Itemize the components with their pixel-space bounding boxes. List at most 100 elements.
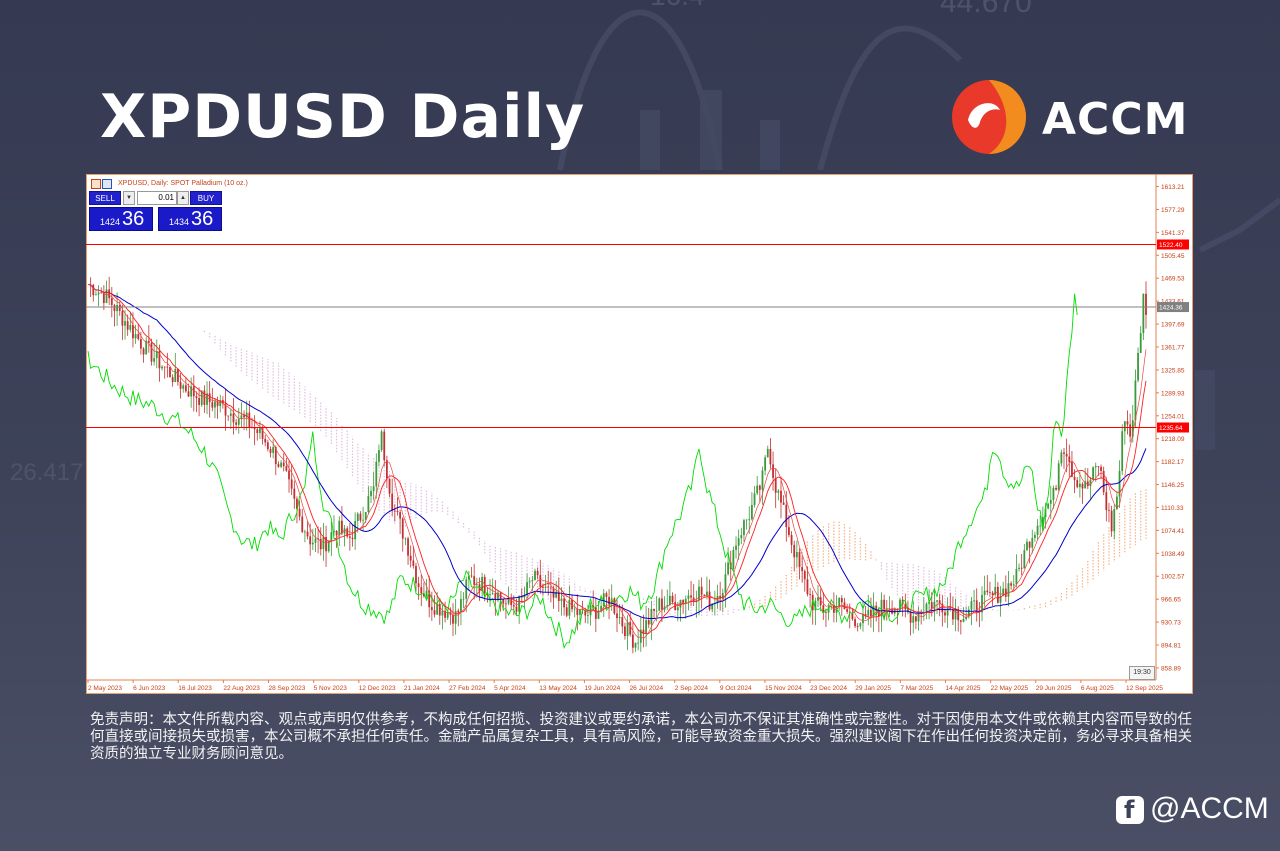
candle-body	[954, 608, 957, 620]
candle-body	[602, 593, 605, 606]
candle-body	[536, 570, 539, 576]
candle-body	[684, 598, 687, 604]
buy-price-box[interactable]: 1434 36	[158, 207, 222, 231]
candle-body	[877, 611, 880, 617]
price-level-tag	[1157, 239, 1189, 250]
x-tick-label: 13 May 2024	[539, 685, 577, 692]
candle-body	[549, 587, 552, 589]
lot-size-input[interactable]: 0.01	[137, 191, 177, 205]
y-tick-label: 930.73	[1161, 620, 1181, 627]
candle-body	[142, 348, 145, 355]
candle-body	[624, 626, 626, 637]
candle-body	[277, 464, 280, 467]
candle-body	[1063, 452, 1065, 454]
candle-body	[481, 576, 484, 591]
candle-body	[666, 605, 669, 607]
candle-body	[1139, 333, 1142, 353]
candle-body	[348, 536, 351, 538]
candle-body	[735, 545, 737, 550]
candle-body	[1076, 480, 1079, 488]
candle-body	[700, 586, 703, 595]
lot-increase-icon[interactable]: ▲	[177, 191, 189, 205]
candle-body	[811, 594, 814, 611]
candle-body	[999, 595, 1002, 603]
candle-body	[983, 590, 986, 595]
candle-body	[864, 614, 867, 616]
candle-body	[346, 528, 349, 537]
y-tick-label: 1038.49	[1161, 551, 1185, 558]
candle-body	[158, 350, 161, 369]
candle-body	[594, 607, 597, 619]
candle-body	[568, 599, 571, 616]
svg-text:16.4: 16.4	[650, 0, 705, 11]
x-tick-label: 12 Sep 2025	[1126, 685, 1163, 692]
candle-body	[1031, 537, 1034, 548]
candle-body	[203, 390, 206, 405]
lot-decrease-icon[interactable]: ▼	[123, 191, 135, 205]
candle-body	[145, 340, 148, 355]
candle-body	[708, 591, 711, 610]
candle-body	[539, 575, 542, 587]
candle-body	[809, 594, 811, 595]
sell-button[interactable]: SELL	[89, 191, 121, 205]
candle-body	[409, 555, 412, 561]
candle-body	[798, 552, 801, 568]
candle-body	[510, 598, 513, 606]
y-tick-label: 1361.77	[1161, 344, 1185, 351]
candle-body	[565, 607, 568, 616]
candle-body	[970, 601, 973, 610]
candle-body	[475, 584, 478, 586]
candle-body	[687, 595, 690, 599]
candle-body	[1078, 483, 1081, 488]
candle-body	[803, 571, 806, 580]
candle-body	[282, 462, 285, 467]
candle-body	[113, 305, 116, 312]
candle-body	[449, 612, 452, 615]
candle-body	[140, 339, 142, 349]
candle-body	[161, 366, 163, 369]
candle-body	[129, 324, 132, 330]
candle-body	[1134, 380, 1137, 421]
candle-body	[359, 513, 362, 521]
candle-body	[1049, 499, 1052, 504]
candle-body	[1010, 583, 1013, 586]
candle-body	[544, 586, 547, 588]
sell-price-box[interactable]: 1424 36	[89, 207, 153, 231]
candle-body	[1052, 487, 1055, 500]
candle-body	[1094, 466, 1097, 468]
candle-body	[655, 610, 658, 612]
candle-body	[1073, 476, 1076, 481]
x-tick-label: 23 Dec 2024	[810, 685, 847, 692]
candle-body	[573, 608, 576, 610]
candle-body	[486, 593, 489, 596]
candle-body	[650, 608, 653, 625]
candle-body	[740, 535, 743, 539]
candle-body	[1057, 463, 1060, 490]
candle-body	[780, 490, 782, 503]
candle-body	[491, 593, 494, 595]
candle-body	[838, 598, 841, 607]
candle-body	[195, 396, 198, 399]
facebook-icon: f	[1116, 796, 1144, 824]
candle-body	[1081, 483, 1084, 489]
candle-body	[187, 391, 190, 397]
kijun-sen-line	[87, 284, 1147, 619]
x-tick-label: 21 Jan 2024	[404, 685, 440, 692]
svg-text:26.417: 26.417	[10, 459, 83, 486]
candle-body	[1110, 510, 1113, 532]
candle-body	[430, 607, 433, 611]
candle-body	[904, 604, 907, 610]
candle-body	[743, 520, 745, 536]
candle-body	[399, 512, 402, 519]
candle-body	[163, 366, 166, 368]
candle-body	[661, 598, 663, 610]
buy-button[interactable]: BUY	[190, 191, 222, 205]
candle-body	[335, 530, 338, 536]
candle-body	[557, 591, 560, 601]
candle-body	[690, 595, 692, 598]
candle-body	[745, 519, 748, 521]
candle-body	[97, 292, 100, 295]
candle-body	[370, 490, 372, 497]
x-tick-label: 2 Sep 2024	[675, 685, 709, 692]
candle-body	[1137, 352, 1139, 381]
